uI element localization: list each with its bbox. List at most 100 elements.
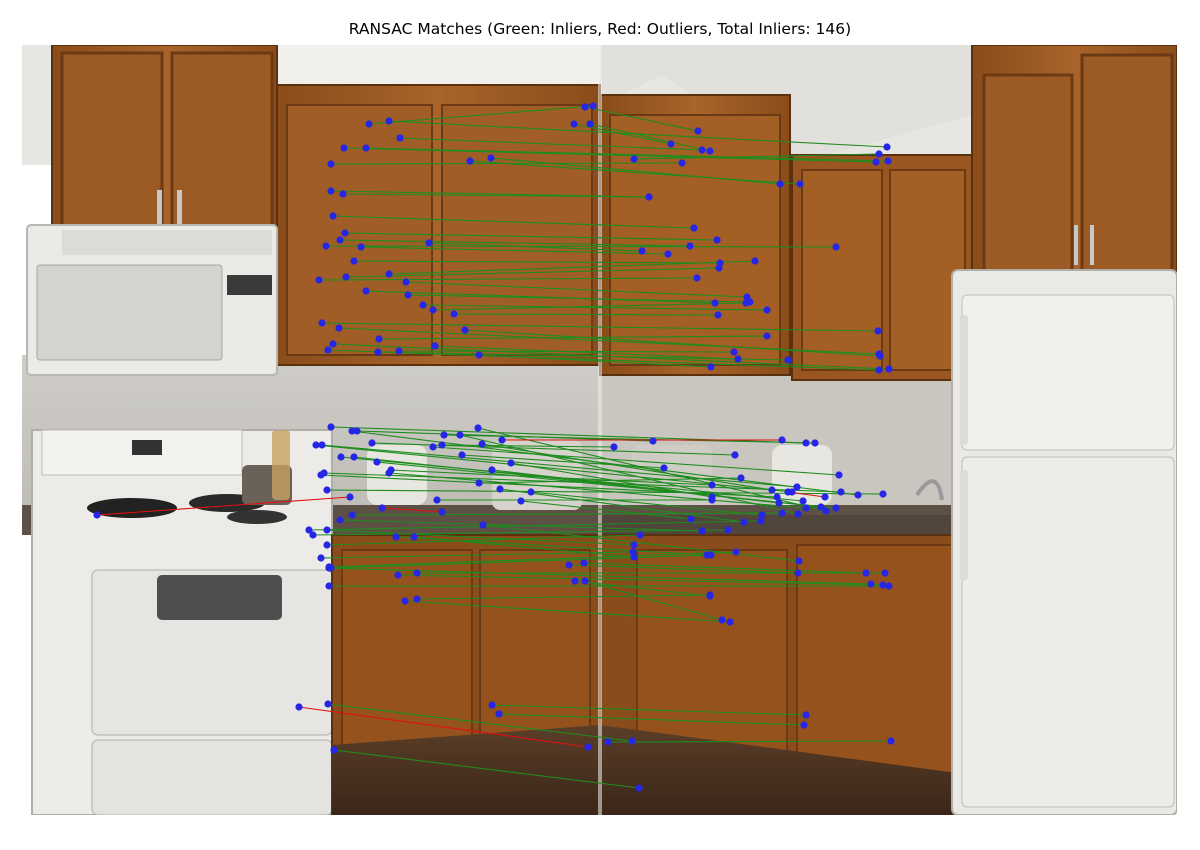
keypoint bbox=[487, 154, 495, 162]
keypoint bbox=[713, 236, 721, 244]
keypoint bbox=[726, 618, 734, 626]
keypoint bbox=[362, 287, 370, 295]
inlier-match-line bbox=[568, 564, 799, 574]
inlier-match-line bbox=[432, 302, 747, 311]
keypoint bbox=[335, 324, 343, 332]
keypoint bbox=[362, 144, 370, 152]
keypoint bbox=[883, 143, 891, 151]
keypoint bbox=[732, 548, 740, 556]
keypoint bbox=[353, 427, 361, 435]
keypoint bbox=[474, 424, 482, 432]
inlier-match-line bbox=[490, 157, 781, 185]
keypoint bbox=[775, 499, 783, 507]
keypoints bbox=[93, 102, 895, 792]
keypoint bbox=[876, 352, 884, 360]
keypoint bbox=[527, 488, 535, 496]
inlier-match-line bbox=[428, 242, 643, 252]
keypoint bbox=[378, 504, 386, 512]
inlier-match-line bbox=[318, 277, 698, 281]
keypoint bbox=[707, 363, 715, 371]
keypoint bbox=[395, 347, 403, 355]
keypoint bbox=[784, 356, 792, 364]
kitchen-photo bbox=[22, 45, 1177, 815]
keypoint bbox=[348, 427, 356, 435]
keypoint bbox=[698, 146, 706, 154]
inlier-match-line bbox=[333, 749, 640, 789]
keypoint bbox=[317, 554, 325, 562]
keypoint bbox=[708, 496, 716, 504]
floor bbox=[332, 725, 972, 815]
keypoint bbox=[794, 510, 802, 518]
inlier-match-line bbox=[339, 239, 691, 247]
inlier-match-line bbox=[343, 147, 877, 163]
inlier-match-line bbox=[574, 580, 711, 597]
keypoint bbox=[570, 120, 578, 128]
keypoint bbox=[571, 577, 579, 585]
inlier-match-line bbox=[312, 529, 729, 536]
keypoint bbox=[323, 541, 331, 549]
keypoint bbox=[757, 517, 765, 525]
inlier-match-line bbox=[407, 294, 751, 303]
keypoint bbox=[438, 508, 446, 516]
keypoint bbox=[875, 366, 883, 374]
keypoint bbox=[698, 527, 706, 535]
keypoint bbox=[419, 301, 427, 309]
keypoint bbox=[295, 703, 303, 711]
keypoint bbox=[433, 496, 441, 504]
keypoint bbox=[884, 157, 892, 165]
keypoint bbox=[93, 511, 101, 519]
keypoint bbox=[763, 332, 771, 340]
keypoint bbox=[488, 466, 496, 474]
keypoint bbox=[610, 443, 618, 451]
keypoint bbox=[862, 569, 870, 577]
keypoint bbox=[796, 180, 804, 188]
keypoint bbox=[458, 451, 466, 459]
inlier-match-line bbox=[388, 472, 807, 509]
keypoint bbox=[731, 451, 739, 459]
keypoint bbox=[773, 493, 781, 501]
keypoint bbox=[690, 224, 698, 232]
keypoint bbox=[327, 160, 335, 168]
keypoint bbox=[318, 319, 326, 327]
keypoint bbox=[410, 533, 418, 541]
keypoint bbox=[342, 273, 350, 281]
keypoint bbox=[324, 346, 332, 354]
keypoint bbox=[776, 180, 784, 188]
keypoint bbox=[581, 103, 589, 111]
keypoint bbox=[387, 466, 395, 474]
inlier-match-line bbox=[320, 474, 778, 498]
keypoint bbox=[835, 471, 843, 479]
inlier-match-line bbox=[589, 123, 711, 152]
keypoint bbox=[837, 488, 845, 496]
keypoint bbox=[341, 229, 349, 237]
inlier-match-line bbox=[378, 335, 768, 340]
keypoint bbox=[346, 493, 354, 501]
inlier-match-line bbox=[530, 491, 763, 516]
inlier-match-line bbox=[356, 430, 654, 442]
keypoint bbox=[832, 504, 840, 512]
keypoint bbox=[429, 443, 437, 451]
inlier-match-line bbox=[390, 469, 713, 486]
keypoint bbox=[507, 459, 515, 467]
keypoint bbox=[635, 784, 643, 792]
keypoint bbox=[887, 737, 895, 745]
inlier-match-line bbox=[321, 322, 879, 332]
inlier-match-line bbox=[499, 488, 745, 523]
outlier-match-line bbox=[381, 507, 443, 513]
image-seam bbox=[598, 45, 602, 815]
keypoint bbox=[475, 479, 483, 487]
inlier-match-line bbox=[330, 554, 712, 569]
keypoint bbox=[638, 247, 646, 255]
keypoint bbox=[392, 533, 400, 541]
keypoint bbox=[879, 490, 887, 498]
keypoint bbox=[799, 497, 807, 505]
inlier-match-line bbox=[453, 313, 719, 316]
keypoint bbox=[715, 264, 723, 272]
keypoint bbox=[337, 453, 345, 461]
inlier-match-line bbox=[461, 454, 665, 469]
keypoint bbox=[872, 158, 880, 166]
inlier-match-line bbox=[388, 120, 888, 148]
inlier-match-line bbox=[351, 512, 783, 516]
keypoint bbox=[425, 239, 433, 247]
